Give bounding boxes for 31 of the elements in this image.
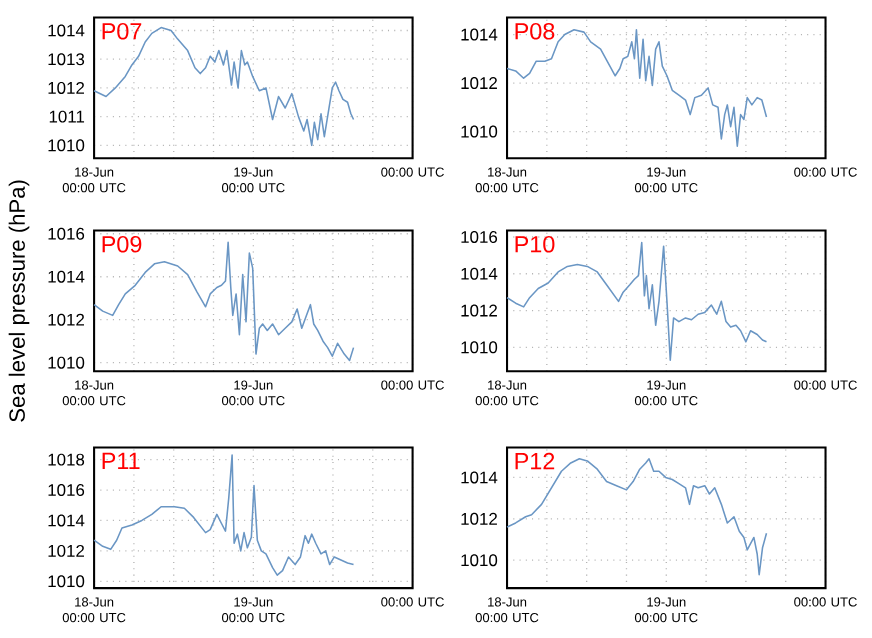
- y-tick-label: 1012: [48, 544, 84, 557]
- y-tick-label: 1012: [48, 81, 84, 94]
- y-tick-label: 1014: [48, 514, 85, 526]
- y-tick-label: 1016: [461, 230, 498, 243]
- y-tick-label: 1013: [48, 52, 85, 65]
- y-tick-label: 1014: [461, 28, 498, 41]
- chart-title: P11: [102, 452, 140, 469]
- y-tick-label: 1016: [48, 483, 85, 496]
- y-tick-label: 1012: [461, 512, 497, 525]
- y-tick-label: 1011: [49, 110, 85, 123]
- y-tick-label: 1010: [48, 356, 85, 369]
- y-tick-label: 1014: [461, 267, 498, 280]
- y-tick-label: 1014: [48, 24, 85, 37]
- chart-title: P10: [515, 235, 555, 253]
- y-tick-label: 1012: [461, 76, 497, 89]
- chart-title: P09: [102, 235, 142, 253]
- y-tick-label: 1010: [461, 340, 498, 353]
- y-tick-label: 1010: [48, 574, 85, 587]
- chart-title: P07: [102, 22, 142, 40]
- y-tick-label: 1010: [48, 138, 85, 151]
- y-tick-label: 1014: [461, 471, 498, 483]
- y-tick-label: 1012: [48, 313, 84, 326]
- y-tick-label: 1012: [461, 304, 497, 317]
- y-axis-title: Sea level pressure (hPa): [8, 180, 30, 422]
- y-tick-label: 1014: [48, 270, 85, 283]
- y-tick-label: 1010: [461, 553, 498, 566]
- y-tick-label: 1016: [48, 227, 85, 240]
- y-tick-label: 1010: [461, 125, 498, 138]
- y-tick-label: 1018: [48, 453, 85, 466]
- chart-title: P12: [515, 452, 555, 469]
- chart-title: P08: [515, 22, 555, 40]
